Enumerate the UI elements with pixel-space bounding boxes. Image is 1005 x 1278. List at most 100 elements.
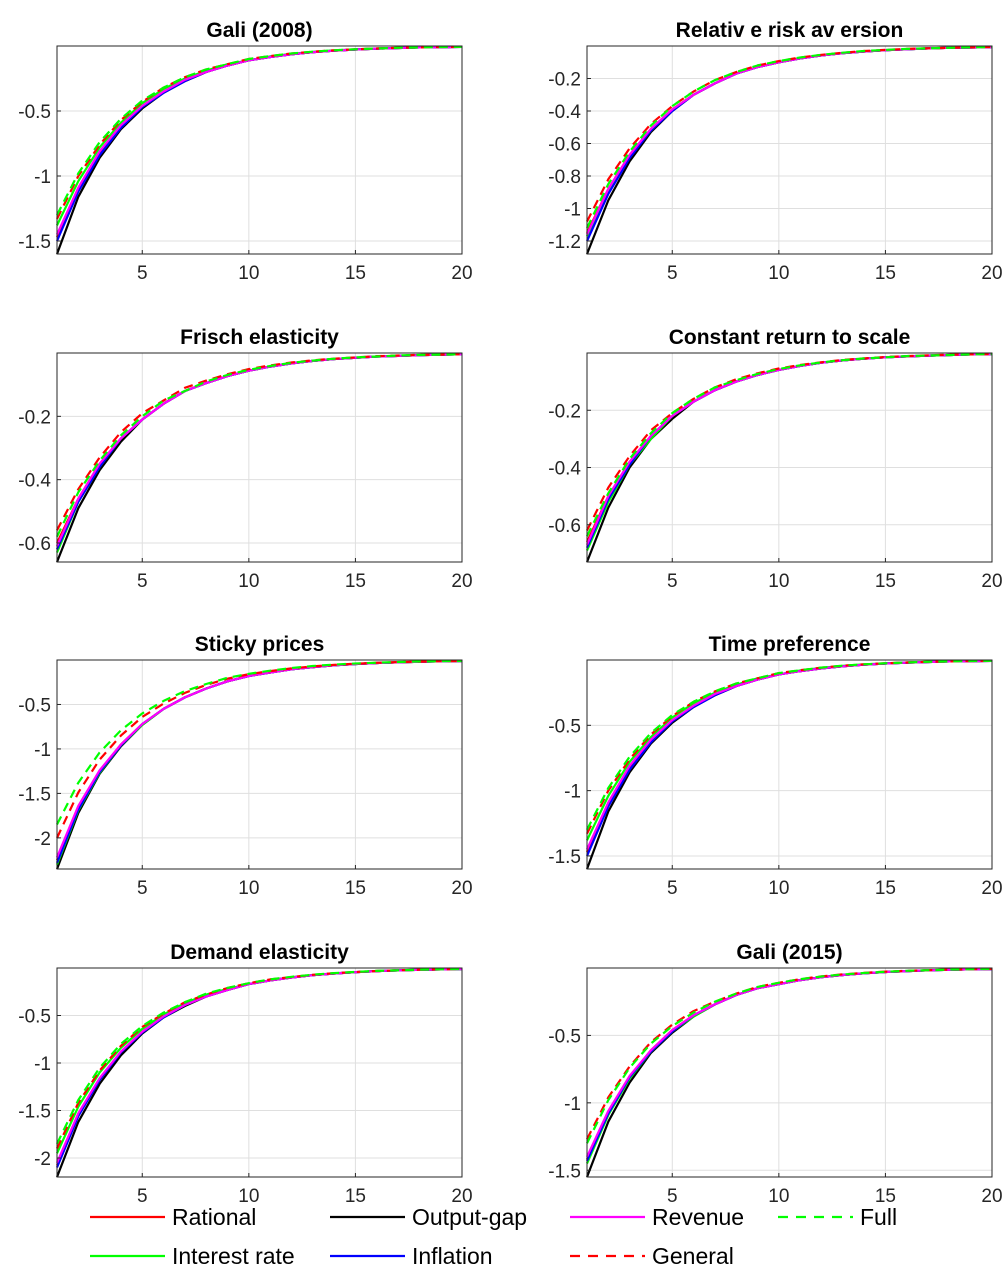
x-tick-label: 20 [451,1186,472,1207]
x-tick-label: 15 [875,571,896,592]
series-line-full [56,45,463,216]
x-tick-label: 15 [875,878,896,899]
panel-4: 5 10 15 20 -0.6 -0.4 -0.2 Constant return to sc… [548,326,1002,592]
axes-box [56,45,463,255]
y-tick-label: -1 [34,740,51,761]
panel-8: 5 10 15 20 -1.5 -1 -0.5 Gali (2015) [548,941,1002,1207]
x-tick-label: 5 [667,878,678,899]
panel-background [57,353,462,562]
x-tick-label: 10 [238,1186,259,1207]
x-tick-label: 15 [345,571,366,592]
x-tick-label: 20 [981,263,1002,284]
legend-label: Rational [172,1204,256,1230]
y-tick-label: -0.5 [548,716,581,737]
x-tick-label: 5 [137,1186,148,1207]
y-tick-label: -0.4 [548,459,581,480]
x-tick-label: 10 [768,263,789,284]
panel-title: Time preference [709,633,871,656]
x-tick-label: 20 [451,571,472,592]
series-line-general [56,659,463,839]
panel-title: Gali (2015) [736,941,842,964]
x-tick-label: 15 [345,878,366,899]
legend-label: General [652,1243,734,1269]
x-tick-label: 15 [875,263,896,284]
series-line-full [56,967,463,1145]
panel-background [57,968,462,1177]
axes-box [56,352,463,563]
y-tick-label: -0.2 [548,401,581,422]
series-line-full [586,659,993,831]
x-tick-label: 15 [345,263,366,284]
axes-box [586,352,993,563]
y-tick-label: -1.5 [18,784,51,805]
y-tick-label: -0.2 [548,70,581,91]
axes-box [56,967,463,1178]
panel-title: Relativ e risk av ersion [676,19,904,42]
x-tick-label: 10 [768,1186,789,1207]
y-tick-label: -1 [564,1094,581,1115]
y-tick-label: -0.2 [18,407,51,428]
x-tick-label: 20 [451,263,472,284]
y-tick-label: -1.2 [548,232,581,253]
panel-background [587,660,992,869]
x-tick-label: 10 [768,878,789,899]
panel-background [587,353,992,562]
x-tick-label: 5 [137,878,148,899]
y-tick-label: -1 [34,1054,51,1075]
legend-label: Revenue [652,1204,744,1230]
legend: Rational Output-gap Revenue Full Interest ra… [90,1204,897,1269]
axes-box [586,659,993,870]
y-tick-label: -1 [34,167,51,188]
y-tick-label: -1.5 [548,847,581,868]
panel-2: 5 10 15 20 -1.2 -1 -0.8 -0.6 -0.4 -0.2 Relativ e r… [548,19,1002,284]
y-tick-label: -2 [34,829,51,850]
y-tick-label: -0.6 [548,516,581,537]
legend-label: Full [860,1204,897,1230]
y-tick-label: -0.8 [548,167,581,188]
panel-title: Sticky prices [195,633,325,656]
y-tick-label: -0.4 [548,102,581,123]
x-tick-label: 10 [238,263,259,284]
x-tick-label: 10 [238,571,259,592]
y-tick-label: -0.5 [548,1026,581,1047]
series-line-full [56,353,463,538]
panel-background [57,660,462,869]
y-tick-label: -0.5 [18,102,51,123]
panel-background [587,968,992,1177]
y-tick-label: -0.4 [18,471,51,492]
series-line-full [586,45,993,229]
x-tick-label: 15 [345,1186,366,1207]
panel-background [57,46,462,254]
x-tick-label: 10 [238,878,259,899]
y-tick-label: -1.5 [18,232,51,253]
y-tick-label: -0.6 [548,135,581,156]
panel-5: 5 10 15 20 -2 -1.5 -1 -0.5 Sticky prices [18,633,472,899]
panel-6: 5 10 15 20 -1.5 -1 -0.5 Time preference [548,633,1002,899]
x-tick-label: 5 [667,571,678,592]
axes-box [586,967,993,1178]
x-tick-label: 5 [137,571,148,592]
panel-title: Demand elasticity [170,941,349,964]
axes-box [56,659,463,870]
y-tick-label: -1.5 [548,1161,581,1182]
y-tick-label: -1 [564,200,581,221]
panel-background [587,46,992,254]
y-tick-label: -1 [564,782,581,803]
legend-label: Inflation [412,1243,493,1269]
x-tick-label: 15 [875,1186,896,1207]
x-tick-label: 20 [981,571,1002,592]
y-tick-label: -1.5 [18,1102,51,1123]
panel-title: Gali (2008) [206,19,312,42]
x-tick-label: 10 [768,571,789,592]
x-tick-label: 20 [981,1186,1002,1207]
series-line-full [586,967,993,1144]
y-tick-label: -0.6 [18,534,51,555]
y-tick-label: -0.5 [18,695,51,716]
y-tick-label: -2 [34,1149,51,1170]
x-tick-label: 5 [667,1186,678,1207]
panel-3: 5 10 15 20 -0.6 -0.4 -0.2 Frisch elasticity [18,326,472,592]
series-line-full [586,353,993,537]
axes-box [586,45,993,255]
legend-label: Output-gap [412,1204,527,1230]
